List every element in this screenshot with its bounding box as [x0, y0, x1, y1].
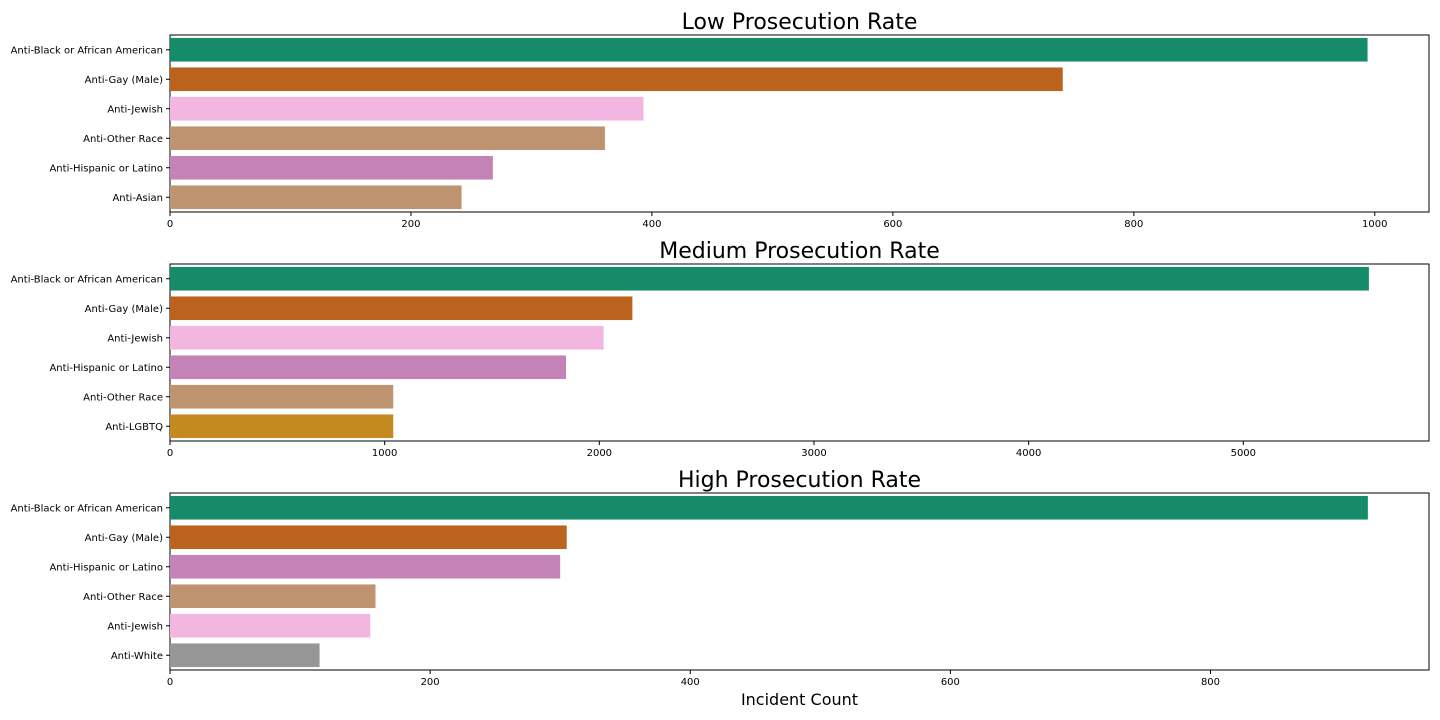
bar	[170, 355, 567, 380]
bar	[170, 613, 371, 638]
category-label-group: Anti-Black or African American Anti-Gay (…	[11, 274, 170, 433]
bar	[170, 266, 1369, 291]
category-label: Anti-Jewish	[107, 621, 163, 632]
bar	[170, 296, 633, 321]
chart-panel-medium: Medium Prosecution Rate Anti-Black or Af…	[11, 239, 1430, 459]
x-tick-label: 600	[883, 219, 902, 230]
category-label: Anti-White	[111, 651, 163, 662]
axes-frame	[169, 34, 1430, 213]
bar	[170, 554, 561, 579]
category-label: Anti-LGBTQ	[105, 422, 163, 433]
x-axis-label: Incident Count	[741, 690, 858, 709]
x-tick-label: 4000	[1016, 448, 1041, 459]
category-label: Anti-Other Race	[83, 134, 163, 145]
bar	[170, 325, 604, 350]
x-tick-label: 1000	[1362, 219, 1387, 230]
x-tick-label: 0	[167, 448, 173, 459]
category-label: Anti-Gay (Male)	[85, 533, 163, 544]
category-label: Anti-Black or African American	[11, 274, 163, 285]
category-label: Anti-Jewish	[107, 333, 163, 344]
category-label: Anti-Gay (Male)	[85, 75, 163, 86]
category-label: Anti-Gay (Male)	[85, 304, 163, 315]
bar-group	[170, 266, 1369, 439]
x-tick-group: 0 200 400 600 800	[167, 670, 1220, 688]
category-label: Anti-Jewish	[107, 104, 163, 115]
x-tick-group: 0 200 400 600 800 1000	[167, 212, 1388, 230]
bar	[170, 525, 567, 550]
x-tick-label: 600	[941, 677, 960, 688]
bar	[170, 584, 376, 609]
category-label: Anti-Other Race	[83, 392, 163, 403]
bar-group	[170, 37, 1368, 210]
category-label: Anti-Asian	[112, 193, 163, 204]
category-label: Anti-Black or African American	[11, 45, 163, 56]
chart-title: High Prosecution Rate	[678, 468, 921, 493]
bar	[170, 384, 394, 409]
x-tick-label: 1000	[372, 448, 397, 459]
x-tick-label: 200	[421, 677, 440, 688]
x-tick-label: 0	[167, 219, 173, 230]
bar	[170, 155, 493, 180]
category-label-group: Anti-Black or African American Anti-Gay (…	[11, 45, 170, 204]
x-tick-label: 800	[1124, 219, 1143, 230]
bar	[170, 643, 320, 668]
x-tick-label: 800	[1201, 677, 1220, 688]
axes-frame	[169, 263, 1430, 442]
chart-title: Low Prosecution Rate	[682, 10, 918, 35]
x-tick-label: 3000	[801, 448, 826, 459]
axes-frame	[169, 492, 1430, 671]
bar	[170, 37, 1368, 62]
chart-panel-high: High Prosecution Rate Anti-Black or Afri…	[11, 468, 1430, 709]
bar	[170, 495, 1368, 520]
x-tick-group: 0 1000 2000 3000 4000 5000	[167, 441, 1256, 459]
chart-panel-low: Low Prosecution Rate Anti-Black or Afric…	[11, 10, 1430, 230]
category-label: Anti-Hispanic or Latino	[49, 163, 163, 174]
x-tick-label: 0	[167, 677, 173, 688]
bar	[170, 96, 644, 121]
x-tick-label: 5000	[1231, 448, 1256, 459]
category-label: Anti-Black or African American	[11, 503, 163, 514]
bar	[170, 126, 605, 151]
category-label: Anti-Hispanic or Latino	[49, 363, 163, 374]
x-tick-label: 400	[642, 219, 661, 230]
bar	[170, 414, 394, 439]
category-label: Anti-Other Race	[83, 592, 163, 603]
x-tick-label: 200	[401, 219, 420, 230]
category-label-group: Anti-Black or African American Anti-Gay (…	[11, 503, 170, 662]
x-tick-label: 400	[681, 677, 700, 688]
bar	[170, 185, 462, 210]
bar-group	[170, 495, 1368, 668]
x-tick-label: 2000	[587, 448, 612, 459]
chart-title: Medium Prosecution Rate	[659, 239, 939, 264]
category-label: Anti-Hispanic or Latino	[49, 562, 163, 573]
bar	[170, 67, 1063, 92]
